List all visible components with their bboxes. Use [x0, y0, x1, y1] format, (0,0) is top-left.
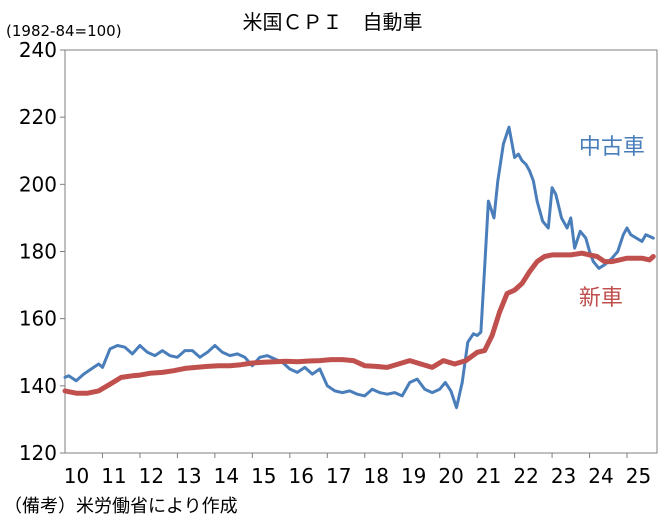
x-tick-label: 15 — [251, 464, 276, 488]
y-tick-label: 200 — [19, 172, 57, 196]
series-label: 中古車 — [579, 135, 645, 160]
x-tick-label: 12 — [139, 464, 164, 488]
y-tick-label: 140 — [19, 374, 57, 398]
x-tick-label: 21 — [476, 464, 501, 488]
chart-series — [62, 125, 656, 410]
source-note: （備考）米労働省により作成 — [4, 496, 238, 517]
x-tick-label: 24 — [588, 464, 613, 488]
chart-axes: 120 140 160 180 200 220 240 10 11 12 13 14 15 16 17 18 1… — [19, 38, 658, 488]
y-tick-label: 160 — [19, 307, 57, 331]
series-line-new-car — [62, 250, 656, 396]
x-tick-label: 16 — [289, 464, 314, 488]
x-tick-label: 17 — [326, 464, 351, 488]
x-tick-label: 22 — [513, 464, 538, 488]
x-tick-label: 20 — [438, 464, 463, 488]
y-tick-label: 180 — [19, 240, 57, 264]
x-tick-label: 11 — [101, 464, 126, 488]
chart-title: 米国ＣＰＩ 自動車 — [242, 10, 423, 34]
x-tick-label: 10 — [64, 464, 89, 488]
chart-subtitle: (1982-84=100) — [6, 22, 122, 40]
series-line-used-car — [63, 125, 655, 410]
x-tick-label: 25 — [626, 464, 651, 488]
x-tick-label: 19 — [401, 464, 426, 488]
y-tick-label: 240 — [19, 38, 57, 62]
plot-frame — [64, 49, 658, 454]
y-tick-label: 120 — [19, 441, 57, 465]
series-label: 新車 — [579, 286, 623, 311]
x-tick-label: 23 — [551, 464, 576, 488]
x-tick-label: 14 — [214, 464, 239, 488]
x-tick-label: 18 — [363, 464, 388, 488]
y-tick-label: 220 — [19, 105, 57, 129]
x-tick-label: 13 — [176, 464, 201, 488]
